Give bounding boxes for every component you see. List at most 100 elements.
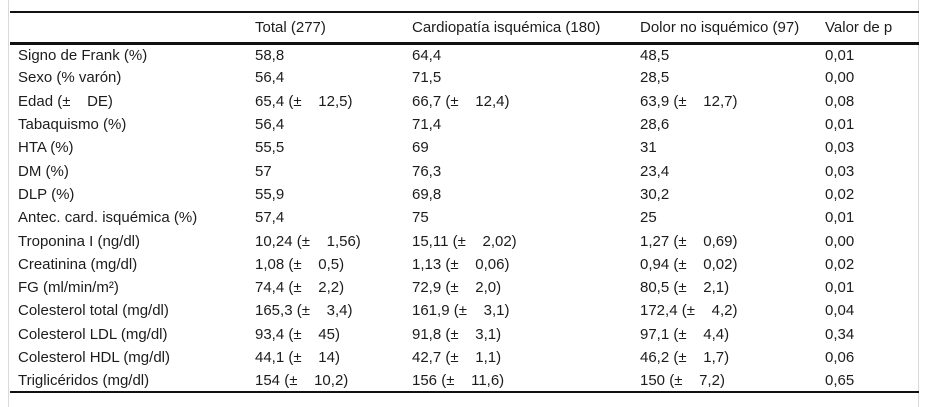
cell-total: 57,4 (255, 209, 285, 227)
cell-variable-label: Colesterol LDL (mg/dl) (18, 325, 168, 343)
cell-valor-de-p: 0,01 (825, 116, 855, 134)
cell-variable-label: Antec. card. isquémica (%) (18, 209, 198, 227)
cell-variable-label: Triglicéridos (mg/dl) (18, 371, 150, 389)
table-row: Triglicéridos (mg/dl) 154 (± 10,2) 156 (± … (10, 369, 919, 392)
column-header-valor-de-p: Valor de p (825, 11, 919, 45)
table-row: Colesterol LDL (mg/dl) 93,4 (± 45) 91,8 (±… (10, 323, 919, 346)
cell-cardiopatia-isquemica: 71,4 (412, 116, 442, 134)
table-row: Signo de Frank (%) 58,8 64,4 48,5 0,01 (10, 43, 919, 66)
table-row: Sexo (% varón) 56,4 71,5 28,5 0,00 (10, 66, 919, 89)
cell-total: 55,5 (255, 139, 285, 157)
cell-variable-label: DLP (%) (18, 185, 75, 203)
table-row: Creatinina (mg/dl) 1,08 (± 0,5) 1,13 (± 0,… (10, 253, 919, 276)
column-header-cardiopatia-isquemica: Cardiopatía isquémica (180) (412, 11, 640, 45)
cell-dolor-no-isquemico: 1,27 (± 0,69) (640, 232, 738, 250)
table-row: HTA (%) 55,5 69 31 0,03 (10, 136, 919, 159)
cell-cardiopatia-isquemica: 69 (412, 139, 429, 157)
cell-valor-de-p: 0,01 (825, 279, 855, 297)
table-row: Troponina I (ng/dl) 10,24 (± 1,56) 15,11 (… (10, 229, 919, 252)
cell-dolor-no-isquemico: 172,4 (± 4,2) (640, 302, 738, 320)
cell-valor-de-p: 0,03 (825, 162, 855, 180)
cell-dolor-no-isquemico: 97,1 (± 4,4) (640, 325, 730, 343)
cell-dolor-no-isquemico: 63,9 (± 12,7) (640, 92, 738, 110)
cell-cardiopatia-isquemica: 75 (412, 209, 429, 227)
cell-valor-de-p: 0,02 (825, 255, 855, 273)
comparison-table: Total (277) Cardiopatía isquémica (180) … (10, 11, 919, 394)
cell-total: 56,4 (255, 69, 285, 87)
cell-total: 165,3 (± 3,4) (255, 302, 353, 320)
cell-cardiopatia-isquemica: 69,8 (412, 185, 442, 203)
cell-dolor-no-isquemico: 48,5 (640, 46, 670, 64)
cell-total: 10,24 (± 1,56) (255, 232, 361, 250)
cell-valor-de-p: 0,01 (825, 46, 855, 64)
cell-valor-de-p: 0,00 (825, 232, 855, 250)
cell-total: 154 (± 10,2) (255, 371, 349, 389)
cell-total: 55,9 (255, 185, 285, 203)
column-header-variable (10, 11, 255, 45)
cell-valor-de-p: 0,01 (825, 209, 855, 227)
cell-variable-label: Sexo (% varón) (18, 69, 122, 87)
cell-cardiopatia-isquemica: 66,7 (± 12,4) (412, 92, 510, 110)
table-body: Signo de Frank (%) 58,8 64,4 48,5 0,01 Sexo (… (10, 43, 919, 392)
table-row: Colesterol HDL (mg/dl) 44,1 (± 14) 42,7 (±… (10, 346, 919, 369)
cell-cardiopatia-isquemica: 71,5 (412, 69, 442, 87)
column-header-total: Total (277) (255, 11, 412, 45)
cell-cardiopatia-isquemica: 156 (± 11,6) (412, 371, 505, 389)
cell-valor-de-p: 0,65 (825, 371, 855, 389)
right-border-line (918, 0, 919, 407)
header-row: Total (277) Cardiopatía isquémica (180) … (10, 11, 919, 45)
cell-variable-label: FG (ml/min/m²) (18, 279, 119, 297)
cell-variable-label: HTA (%) (18, 139, 74, 157)
cell-dolor-no-isquemico: 25 (640, 209, 657, 227)
cell-dolor-no-isquemico: 150 (± 7,2) (640, 371, 725, 389)
cell-dolor-no-isquemico: 30,2 (640, 185, 670, 203)
cell-cardiopatia-isquemica: 91,8 (± 3,1) (412, 325, 502, 343)
cell-cardiopatia-isquemica: 72,9 (± 2,0) (412, 279, 502, 297)
cell-total: 58,8 (255, 46, 285, 64)
table-row: Edad (± DE) 65,4 (± 12,5) 66,7 (± 12,4) 63,… (10, 90, 919, 113)
table-row: Colesterol total (mg/dl) 165,3 (± 3,4) 161… (10, 299, 919, 322)
cell-dolor-no-isquemico: 28,6 (640, 116, 670, 134)
cell-dolor-no-isquemico: 0,94 (± 0,02) (640, 255, 738, 273)
cell-variable-label: DM (%) (18, 162, 69, 180)
cell-dolor-no-isquemico: 46,2 (± 1,7) (640, 349, 730, 366)
cell-total: 65,4 (± 12,5) (255, 92, 353, 110)
table-row: DLP (%) 55,9 69,8 30,2 0,02 (10, 183, 919, 206)
cell-total: 56,4 (255, 116, 285, 134)
cell-valor-de-p: 0,04 (825, 302, 855, 320)
left-border-line (8, 0, 9, 407)
column-header-dolor-no-isquemico: Dolor no isquémico (97) (640, 11, 825, 45)
cell-cardiopatia-isquemica: 76,3 (412, 162, 442, 180)
cell-cardiopatia-isquemica: 15,11 (± 2,02) (412, 232, 517, 250)
cell-total: 74,4 (± 2,2) (255, 279, 345, 297)
table-row: DM (%) 57 76,3 23,4 0,03 (10, 159, 919, 182)
cell-dolor-no-isquemico: 31 (640, 139, 657, 157)
cell-dolor-no-isquemico: 23,4 (640, 162, 670, 180)
table-header: Total (277) Cardiopatía isquémica (180) … (10, 11, 919, 45)
cell-valor-de-p: 0,02 (825, 185, 855, 203)
cell-total: 1,08 (± 0,5) (255, 255, 345, 273)
cell-valor-de-p: 0,03 (825, 139, 855, 157)
cell-variable-label: Creatinina (mg/dl) (18, 255, 138, 273)
cell-variable-label: Edad (± DE) (18, 92, 113, 110)
cell-variable-label: Colesterol HDL (mg/dl) (18, 349, 170, 366)
cell-variable-label: Colesterol total (mg/dl) (18, 302, 169, 320)
cell-cardiopatia-isquemica: 161,9 (± 3,1) (412, 302, 510, 320)
cell-valor-de-p: 0,00 (825, 69, 855, 87)
cell-dolor-no-isquemico: 28,5 (640, 69, 670, 87)
cell-total: 93,4 (± 45) (255, 325, 340, 343)
cell-cardiopatia-isquemica: 64,4 (412, 46, 442, 64)
cell-cardiopatia-isquemica: 42,7 (± 1,1) (412, 349, 502, 366)
table-row: FG (ml/min/m²) 74,4 (± 2,2) 72,9 (± 2,0) 80… (10, 276, 919, 299)
cell-valor-de-p: 0,06 (825, 349, 855, 366)
cell-valor-de-p: 0,08 (825, 92, 855, 110)
table-row: Antec. card. isquémica (%) 57,4 75 25 0,01 (10, 206, 919, 229)
table-row: Tabaquismo (%) 56,4 71,4 28,6 0,01 (10, 113, 919, 136)
cell-dolor-no-isquemico: 80,5 (± 2,1) (640, 279, 730, 297)
cell-variable-label: Tabaquismo (%) (18, 116, 127, 134)
cell-variable-label: Signo de Frank (%) (18, 46, 148, 64)
cell-total: 57 (255, 162, 272, 180)
cell-variable-label: Troponina I (ng/dl) (18, 232, 141, 250)
cell-total: 44,1 (± 14) (255, 349, 340, 366)
